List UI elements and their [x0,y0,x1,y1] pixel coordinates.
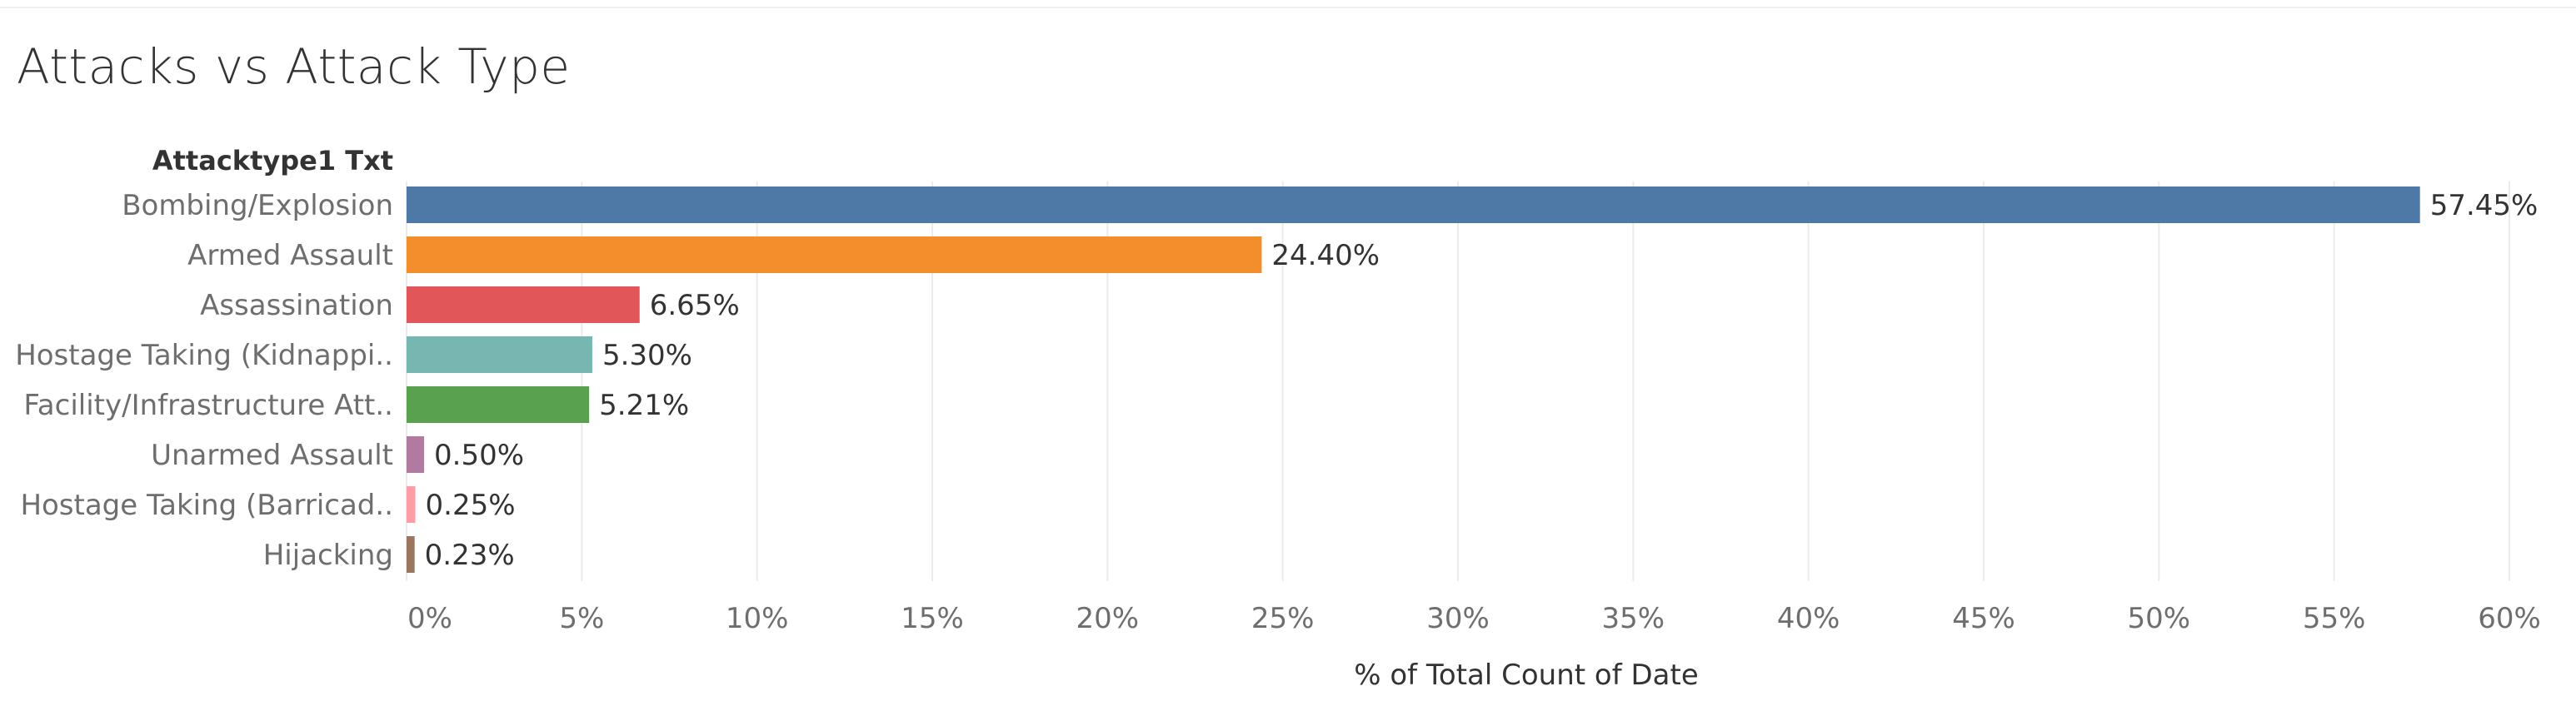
row-header: Attacktype1 Txt [152,145,393,177]
x-tick-label: 15% [901,602,964,635]
data-label: 0.25% [426,489,516,522]
data-label: 0.23% [425,539,515,572]
category-label: Hostage Taking (Kidnappi.. [15,339,393,372]
data-label: 0.50% [434,439,524,472]
data-label: 5.21% [599,389,689,422]
bar[interactable] [407,536,415,573]
category-label: Armed Assault [187,239,393,272]
top-divider [0,7,2576,8]
bar[interactable] [407,286,640,323]
x-tick-label: 0% [407,602,452,635]
category-label: Hostage Taking (Barricad.. [20,489,393,522]
x-axis-title: % of Total Count of Date [1354,659,1699,692]
category-label: Facility/Infrastructure Att.. [23,389,393,422]
x-tick-label: 40% [1777,602,1840,635]
data-label: 24.40% [1271,239,1380,272]
x-axis-ticks: 0% 5% 10% 15% 20% 25% 30% 35% 40% 45% 50% 55% 60% [407,602,2541,635]
category-label: Assassination [200,289,393,322]
category-label: Unarmed Assault [151,439,393,472]
x-tick-label: 20% [1076,602,1140,635]
x-tick-label: 30% [1426,602,1490,635]
chart-title: Attacks vs Attack Type [17,38,571,95]
bar[interactable] [407,336,592,373]
category-label: Bombing/Explosion [122,189,393,222]
x-tick-label: 50% [2128,602,2191,635]
x-tick-label: 45% [1952,602,2015,635]
x-tick-label: 60% [2478,602,2541,635]
data-label: 6.65% [650,289,740,322]
x-tick-label: 35% [1602,602,1665,635]
bar[interactable] [407,386,590,423]
data-label: 57.45% [2430,189,2539,222]
x-tick-label: 5% [559,602,604,635]
data-label: 5.30% [602,339,692,372]
bar[interactable] [407,236,1262,273]
bars-group: Bombing/Explosion 57.45% Armed Assault 24.4… [15,186,2538,573]
bar[interactable] [407,486,416,523]
bar[interactable] [407,186,2420,223]
category-label: Hijacking [263,539,393,572]
x-tick-label: 55% [2303,602,2366,635]
bar[interactable] [407,436,425,473]
x-tick-label: 10% [726,602,789,635]
x-tick-label: 25% [1251,602,1315,635]
